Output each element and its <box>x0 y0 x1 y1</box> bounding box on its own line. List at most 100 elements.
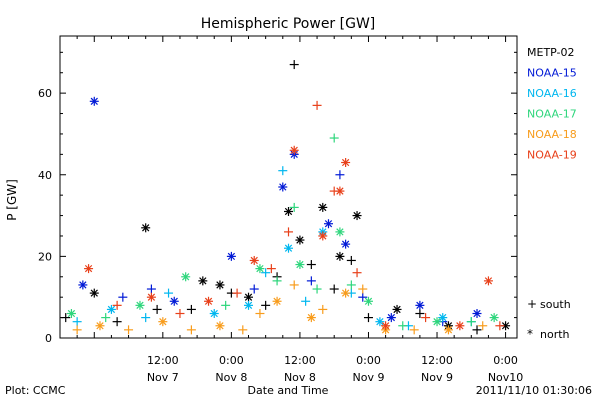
north-marker <box>198 276 208 286</box>
south-marker <box>186 304 196 314</box>
x-tick-date-label: Nov 8 <box>215 371 247 384</box>
south-marker <box>152 304 162 314</box>
y-axis-label: P [GW] <box>5 179 19 221</box>
north-marker <box>289 145 299 155</box>
south-marker <box>72 325 82 335</box>
south-marker <box>261 300 271 310</box>
x-tick-time-label: 0:00 <box>356 354 381 367</box>
data-markers <box>61 60 511 335</box>
south-marker <box>175 309 185 319</box>
legend-entry: NOAA-18 <box>527 128 577 141</box>
x-tick-time-label: 0:00 <box>493 354 518 367</box>
south-marker <box>306 276 316 286</box>
legend-entry: NOAA-16 <box>527 87 577 100</box>
x-tick-date-label: Nov10 <box>488 371 523 384</box>
north-marker <box>226 251 236 261</box>
south-marker <box>358 284 368 294</box>
north-marker <box>392 304 402 314</box>
south-marker <box>301 296 311 306</box>
south-marker <box>289 280 299 290</box>
south-marker <box>72 317 82 327</box>
south-marker <box>329 284 339 294</box>
south-marker <box>112 300 122 310</box>
south-marker <box>124 325 134 335</box>
north-marker <box>489 313 499 323</box>
south-marker <box>421 313 431 323</box>
north-marker <box>284 243 293 253</box>
south-marker <box>284 227 293 237</box>
plot-frame <box>59 35 518 339</box>
south-marker <box>398 321 408 331</box>
south-marker <box>358 292 368 302</box>
plot-timestamp: 2011/11/10 01:30:06 <box>476 384 592 397</box>
plot-credit: Plot: CCMC <box>5 384 66 397</box>
x-tick-time-label: 0:00 <box>219 354 244 367</box>
north-marker <box>341 288 351 298</box>
north-marker <box>89 96 99 106</box>
south-marker <box>266 264 276 274</box>
south-marker <box>466 317 476 327</box>
x-tick-date-label: Nov 7 <box>147 371 179 384</box>
north-marker <box>295 235 305 245</box>
north-marker <box>335 251 345 261</box>
y-tick-label: 20 <box>38 250 52 263</box>
south-marker <box>61 313 71 323</box>
north-marker <box>443 325 453 335</box>
south-marker <box>186 325 196 335</box>
north-marker <box>146 292 156 302</box>
legend-entry: NOAA-19 <box>527 149 577 162</box>
y-axis: 0 20 40 60 <box>38 51 517 345</box>
y-tick-label: 60 <box>38 87 52 100</box>
north-marker <box>381 321 391 331</box>
north-marker <box>295 260 305 270</box>
south-marker <box>272 276 282 286</box>
north-marker <box>181 272 191 282</box>
south-marker <box>352 268 362 278</box>
south-marker <box>312 284 322 294</box>
south-marker <box>101 313 111 323</box>
north-marker <box>341 158 351 168</box>
x-tick-date-label: Nov 8 <box>284 371 316 384</box>
x-tick-time-label: 12:00 <box>147 354 179 367</box>
north-marker <box>204 296 214 306</box>
north-marker <box>169 296 179 306</box>
x-tick-date-label: Nov 9 <box>352 371 384 384</box>
south-marker <box>289 60 299 70</box>
south-marker <box>221 300 231 310</box>
y-tick-label: 40 <box>38 169 52 182</box>
north-marker <box>272 296 282 306</box>
north-marker <box>84 264 94 274</box>
south-marker <box>146 284 156 294</box>
north-marker <box>95 321 105 331</box>
north-marker <box>375 317 385 327</box>
legend-entry: NOAA-17 <box>527 108 577 121</box>
south-marker <box>478 321 488 331</box>
south-marker <box>164 288 174 298</box>
north-marker <box>215 280 225 290</box>
north-marker <box>284 206 293 216</box>
north-marker <box>158 317 168 327</box>
south-marker <box>346 280 356 290</box>
south-marker <box>238 325 248 335</box>
north-marker <box>335 227 345 237</box>
south-marker <box>415 309 425 319</box>
south-marker <box>249 284 259 294</box>
north-marker <box>341 239 351 249</box>
south-marker <box>112 317 122 327</box>
marker-legend-label: south <box>540 298 571 311</box>
south-marker <box>278 166 288 176</box>
north-marker <box>106 304 116 314</box>
series-legend: METP-02 NOAA-15 NOAA-16 NOAA-17 NOAA-18 NOAA-… <box>527 46 577 162</box>
north-marker <box>432 317 442 327</box>
north-marker <box>66 309 76 319</box>
y-tick-label: 0 <box>45 332 52 345</box>
north-marker <box>438 313 448 323</box>
south-marker <box>306 260 316 270</box>
north-marker <box>255 264 265 274</box>
north-marker <box>318 202 328 212</box>
south-marker <box>312 100 322 110</box>
x-tick-time-label: 12:00 <box>421 354 453 367</box>
north-marker <box>209 309 219 319</box>
x-tick-time-label: 12:00 <box>284 354 316 367</box>
